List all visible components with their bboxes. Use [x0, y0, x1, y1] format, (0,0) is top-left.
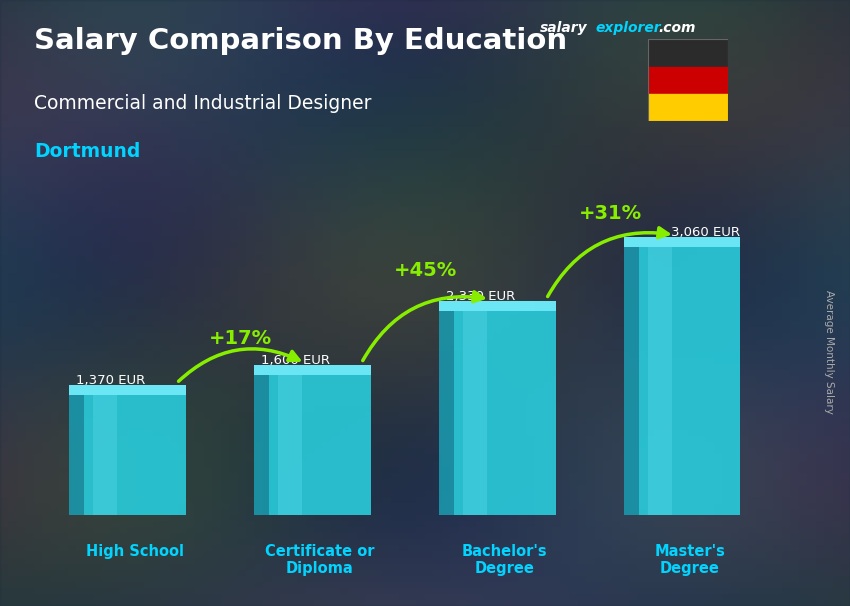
Bar: [648, 94, 728, 121]
Polygon shape: [648, 247, 672, 515]
Text: 1,370 EUR: 1,370 EUR: [76, 374, 145, 387]
Text: Dortmund: Dortmund: [34, 142, 140, 161]
Bar: [648, 67, 728, 94]
Bar: [648, 39, 728, 67]
Polygon shape: [638, 247, 740, 515]
Polygon shape: [254, 375, 269, 515]
Text: +45%: +45%: [394, 261, 457, 279]
Text: Average Monthly Salary: Average Monthly Salary: [824, 290, 834, 413]
Polygon shape: [454, 311, 556, 515]
Polygon shape: [94, 395, 117, 515]
Polygon shape: [70, 385, 186, 395]
Text: explorer: explorer: [595, 21, 660, 35]
Polygon shape: [439, 311, 454, 515]
Polygon shape: [269, 375, 371, 515]
Polygon shape: [624, 237, 740, 247]
Polygon shape: [624, 247, 638, 515]
Text: 3,060 EUR: 3,060 EUR: [671, 226, 740, 239]
Text: salary: salary: [540, 21, 587, 35]
Text: Salary Comparison By Education: Salary Comparison By Education: [34, 27, 567, 55]
Polygon shape: [278, 375, 303, 515]
Text: 1,600 EUR: 1,600 EUR: [261, 354, 330, 367]
Polygon shape: [84, 395, 186, 515]
Text: Bachelor's
Degree: Bachelor's Degree: [462, 544, 547, 576]
Text: +17%: +17%: [209, 329, 272, 348]
Text: +31%: +31%: [579, 204, 642, 223]
Polygon shape: [463, 311, 487, 515]
Polygon shape: [254, 365, 371, 375]
Text: Certificate or
Diploma: Certificate or Diploma: [265, 544, 375, 576]
Text: 2,330 EUR: 2,330 EUR: [445, 290, 515, 303]
Text: Master's
Degree: Master's Degree: [654, 544, 725, 576]
Polygon shape: [439, 301, 556, 311]
Text: .com: .com: [658, 21, 695, 35]
Polygon shape: [70, 395, 84, 515]
Text: Commercial and Industrial Designer: Commercial and Industrial Designer: [34, 94, 371, 113]
Text: High School: High School: [86, 544, 184, 559]
